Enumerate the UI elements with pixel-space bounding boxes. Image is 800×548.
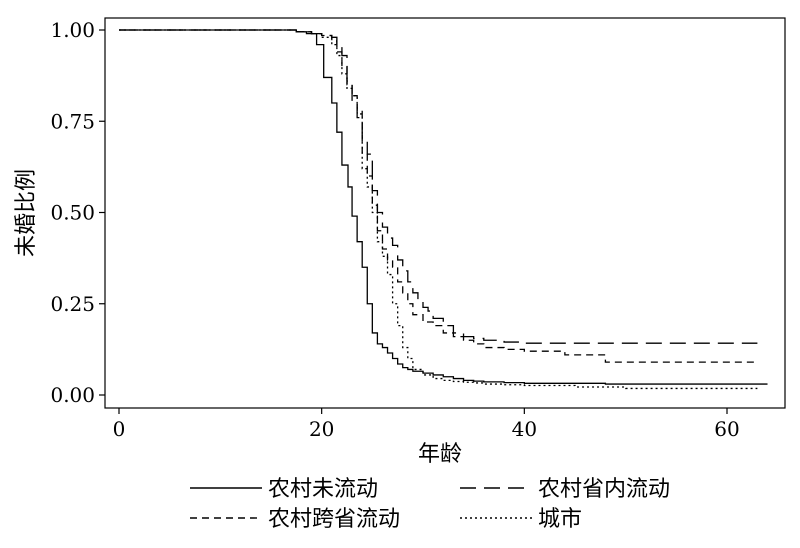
- axes: 0.00 0.25 0.50 0.75 1.00 0 20 40 60: [50, 17, 786, 441]
- y-tick-label: 0.25: [50, 292, 95, 316]
- y-axis-label: 未婚比例: [14, 169, 39, 257]
- plot-area: [119, 29, 768, 390]
- y-tick-label: 0.00: [50, 383, 95, 407]
- x-tick-label: 20: [309, 417, 334, 441]
- series-line-2: [119, 29, 758, 363]
- x-tick-label: 40: [512, 417, 537, 441]
- legend: 农村未流动 农村省内流动 农村跨省流动 城市: [190, 477, 670, 532]
- x-axis-label: 年龄: [418, 442, 462, 467]
- series-line-3: [119, 29, 758, 390]
- y-tick-label: 0.50: [50, 201, 95, 225]
- legend-label-series-1: 农村省内流动: [538, 477, 670, 502]
- series-line-0: [119, 29, 768, 385]
- x-tick-label: 0: [113, 417, 126, 441]
- legend-label-series-3: 城市: [538, 507, 582, 532]
- legend-label-series-2: 农村跨省流动: [268, 507, 400, 532]
- y-tick-label: 0.75: [50, 109, 95, 133]
- legend-label-series-0: 农村未流动: [268, 477, 378, 502]
- x-tick-label: 60: [714, 417, 739, 441]
- y-tick-label: 1.00: [50, 18, 95, 42]
- series-line-1: [119, 29, 758, 344]
- plot-frame: [104, 17, 786, 409]
